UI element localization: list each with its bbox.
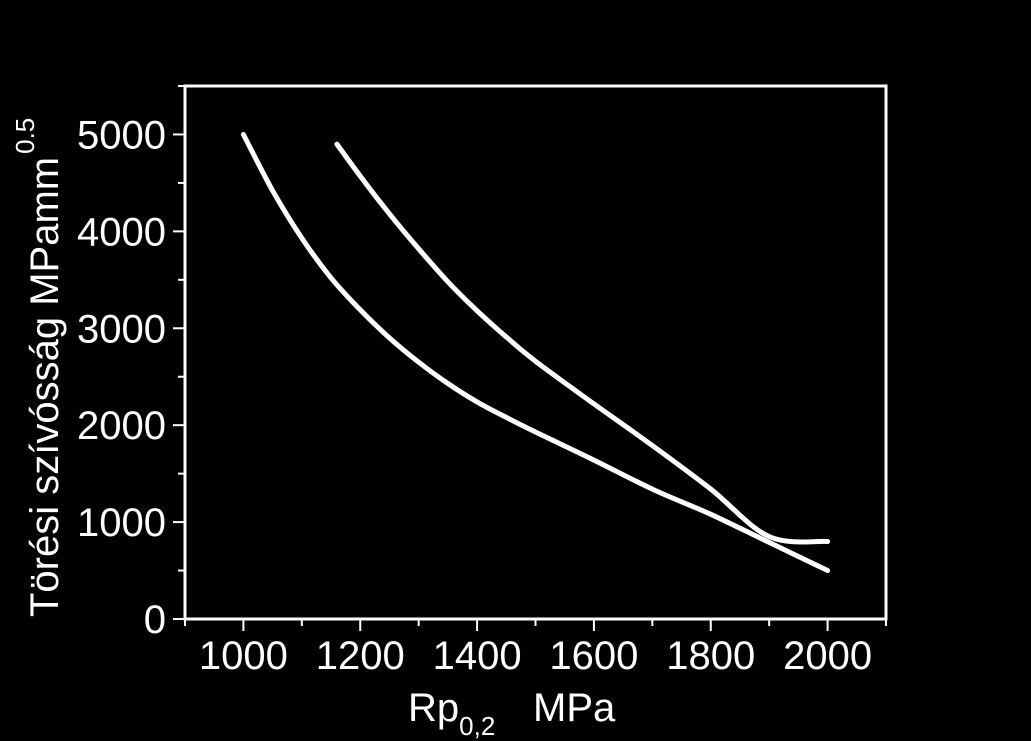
x-axis-title-main: Rp bbox=[408, 686, 459, 730]
x-axis-ticks bbox=[184, 619, 887, 631]
series-line-2 bbox=[334, 141, 831, 545]
series-group bbox=[240, 132, 831, 573]
y-tick-label: 2000 bbox=[77, 404, 166, 448]
y-tick-label: 4000 bbox=[77, 210, 166, 254]
x-tick-label: 1800 bbox=[666, 634, 755, 678]
y-axis-ticks bbox=[173, 85, 185, 620]
x-axis-title-unit: MPa bbox=[533, 686, 616, 730]
y-axis-tick-labels: 0 1000 2000 3000 4000 5000 bbox=[77, 113, 166, 642]
x-axis-tick-labels: 1000 1200 1400 1600 1800 2000 bbox=[199, 634, 872, 678]
y-axis-title: Törési szívósság MPamm0.5 bbox=[10, 118, 67, 617]
y-tick-label: 3000 bbox=[77, 307, 166, 351]
y-tick-label: 0 bbox=[144, 598, 166, 642]
series-line-1 bbox=[240, 132, 831, 573]
x-tick-label: 1600 bbox=[549, 634, 638, 678]
x-axis-title-subscript: 0,2 bbox=[459, 711, 495, 741]
y-axis-title-superscript: 0.5 bbox=[10, 118, 40, 154]
x-axis-title: Rp0,2 MPa bbox=[408, 686, 616, 741]
y-axis-title-main: Törési szívósság MPamm bbox=[23, 157, 67, 617]
y-tick-label: 1000 bbox=[77, 501, 166, 545]
y-tick-label: 5000 bbox=[77, 113, 166, 157]
x-tick-label: 1200 bbox=[316, 634, 405, 678]
x-tick-label: 1400 bbox=[433, 634, 522, 678]
x-tick-label: 2000 bbox=[783, 634, 872, 678]
x-tick-label: 1000 bbox=[199, 634, 288, 678]
